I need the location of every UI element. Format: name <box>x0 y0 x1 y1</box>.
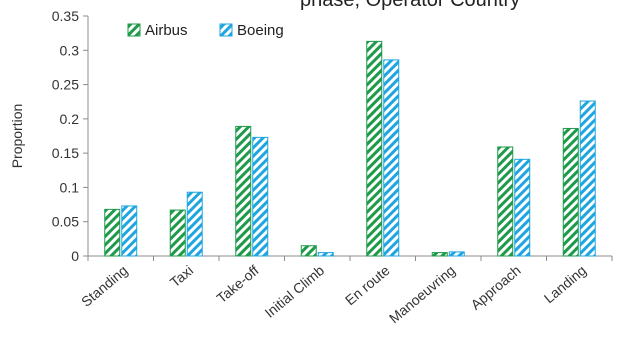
y-tick-label: 0.1 <box>60 179 80 195</box>
bar-boeing <box>252 136 269 257</box>
y-tick-label: 0.25 <box>52 77 79 93</box>
y-tick-label: 0.3 <box>60 42 80 58</box>
legend-label-airbus: Airbus <box>145 22 188 39</box>
axes <box>83 15 613 261</box>
x-category-label: Landing <box>541 262 589 306</box>
y-tick-label: 0.35 <box>52 8 79 24</box>
bar-boeing <box>186 191 203 257</box>
x-category-label: Approach <box>467 262 523 313</box>
x-category-label: En route <box>342 262 393 308</box>
x-category-label: Taxi <box>167 262 196 290</box>
bar-boeing <box>579 100 596 257</box>
legend: Airbus Boeing <box>127 22 284 39</box>
bar-airbus <box>104 208 121 257</box>
x-category-label: Standing <box>78 262 131 310</box>
x-category-label: Initial Climb <box>261 262 327 321</box>
y-tick-label: 0.2 <box>60 111 80 127</box>
y-axis-title: Proportion <box>9 104 25 169</box>
bar-boeing <box>448 251 465 257</box>
bar-boeing <box>514 158 531 257</box>
bar-boeing <box>383 59 400 257</box>
y-tick-label: 0.05 <box>52 214 79 230</box>
x-category-label: Manoeuvring <box>386 262 458 326</box>
legend-swatch-airbus <box>127 23 141 37</box>
bar-airbus <box>562 127 579 257</box>
bar-boeing <box>121 205 138 257</box>
y-tick-label: 0 <box>71 248 79 264</box>
bars <box>104 40 596 257</box>
legend-label-boeing: Boeing <box>237 22 284 39</box>
bar-airbus <box>431 252 448 257</box>
bar-airbus <box>169 209 186 257</box>
bar-airbus <box>366 40 383 257</box>
legend-swatch-boeing <box>219 23 233 37</box>
x-category-label: Take-off <box>213 262 261 306</box>
bar-airbus <box>497 146 514 257</box>
y-tick-label: 0.15 <box>52 145 79 161</box>
bar-boeing <box>317 252 334 257</box>
bar-airbus <box>300 245 317 257</box>
chart-title-fragment: phase, Operator Country <box>300 0 521 11</box>
bar-airbus <box>235 125 252 257</box>
